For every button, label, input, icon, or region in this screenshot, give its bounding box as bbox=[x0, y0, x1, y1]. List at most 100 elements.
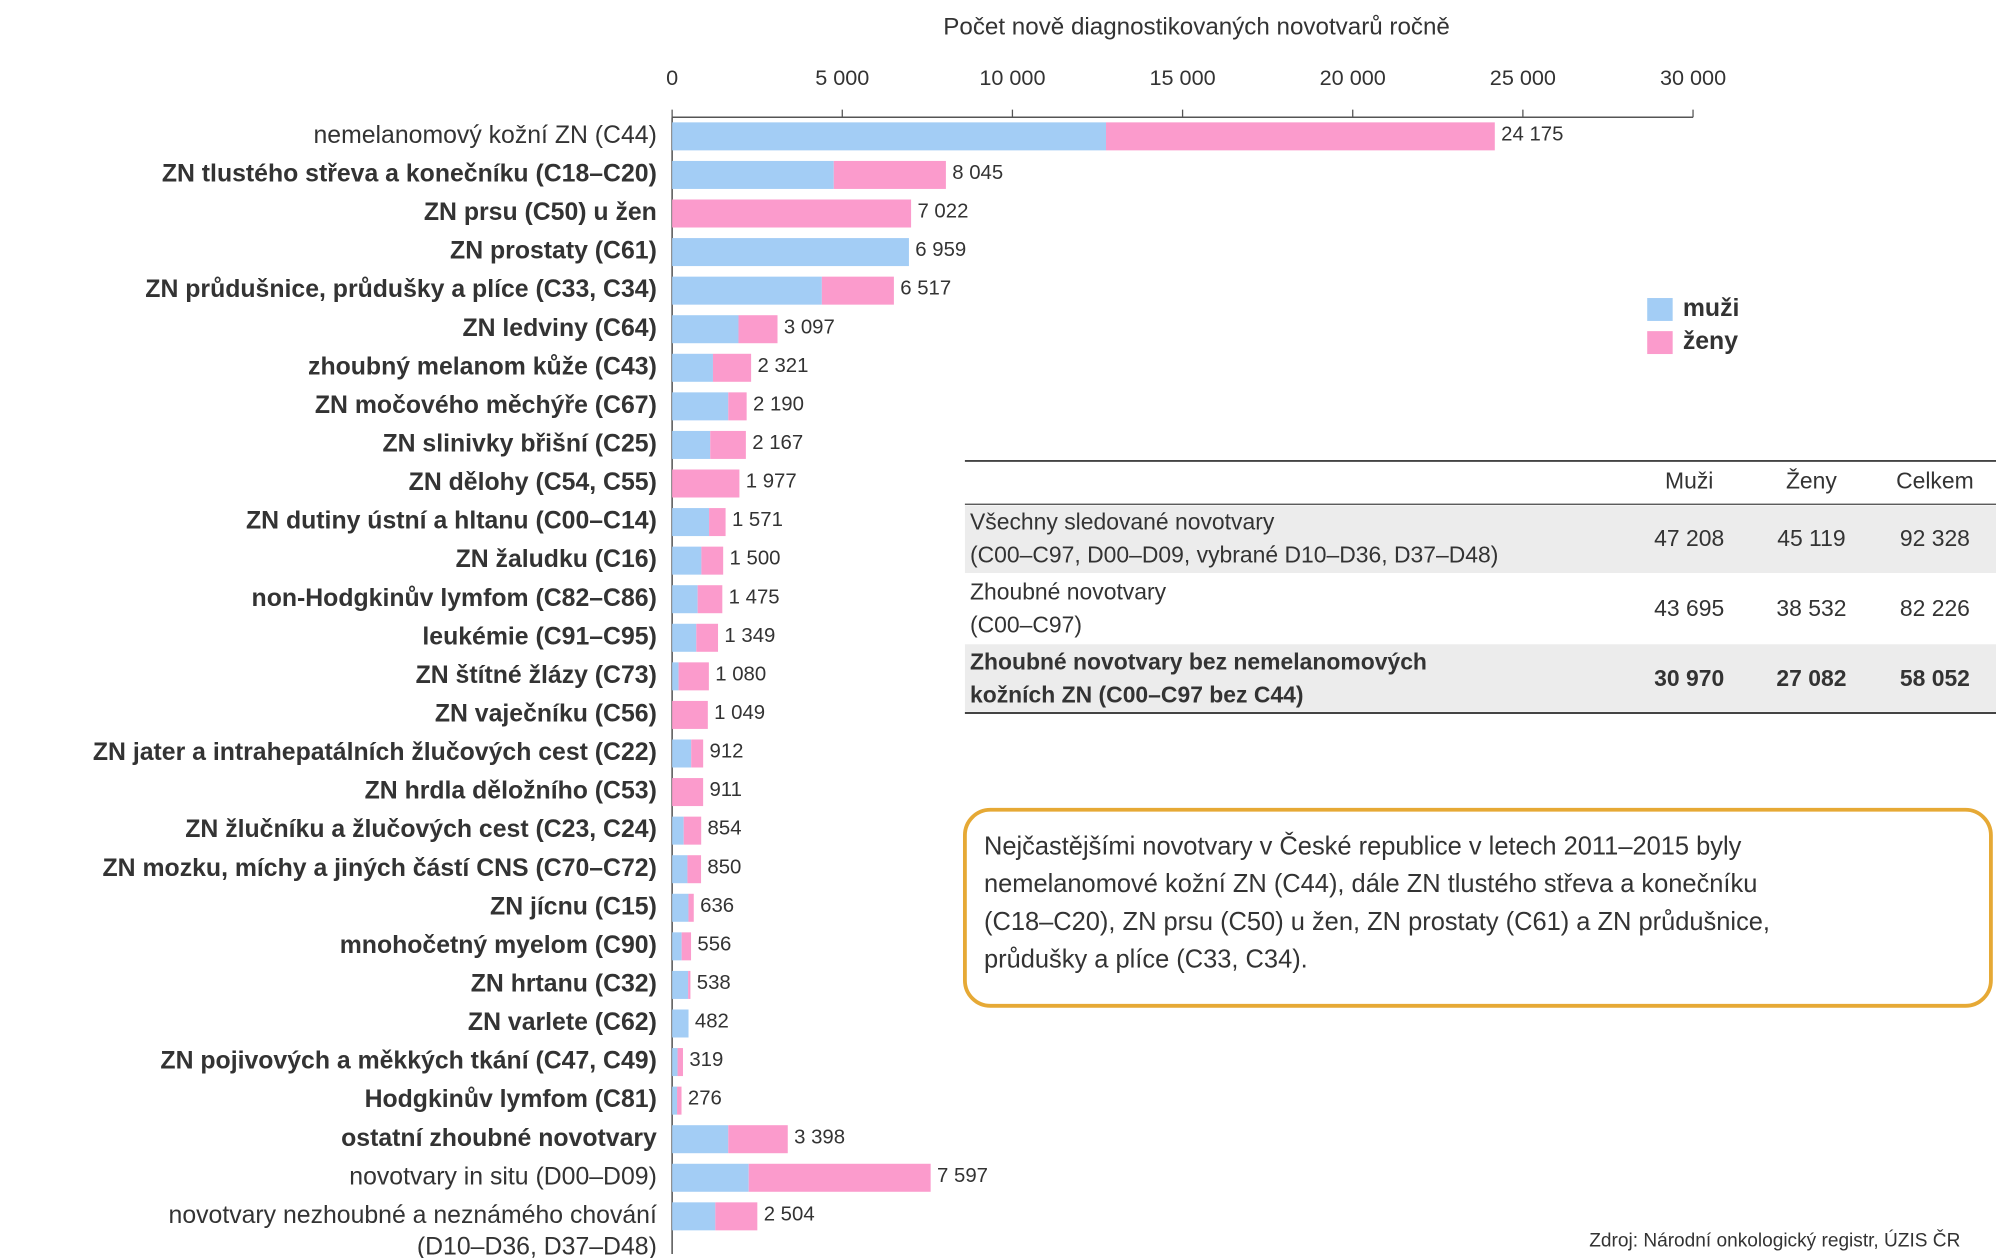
value-label: 1 349 bbox=[724, 625, 775, 647]
note-box bbox=[962, 807, 1993, 1008]
y-tick-label: ZN močového měchýře (C67) bbox=[315, 392, 657, 419]
value-label: 1 977 bbox=[746, 471, 797, 493]
bar-segment bbox=[687, 855, 702, 884]
table-cell: 47 208 bbox=[1654, 525, 1724, 551]
y-tick-label: ZN žlučníku a žlučových cest (C23, C24) bbox=[185, 816, 657, 843]
legend-swatch bbox=[1647, 331, 1673, 355]
y-tick-label: ZN ledviny (C64) bbox=[462, 315, 656, 342]
note-line: Nejčastějšími novotvary v České republic… bbox=[984, 832, 1742, 861]
bar-segment bbox=[681, 932, 692, 961]
y-tick-label: ZN prsu (C50) u žen bbox=[424, 199, 657, 226]
value-label: 1 571 bbox=[732, 509, 783, 531]
y-tick-label: novotvary nezhoubné a neznámého chování bbox=[169, 1202, 657, 1229]
value-label: 6 959 bbox=[915, 239, 966, 261]
bar-segment bbox=[672, 816, 684, 845]
table-cell: 27 082 bbox=[1776, 665, 1846, 691]
bar-segment bbox=[672, 1202, 716, 1231]
bar-segment bbox=[672, 160, 834, 189]
value-label: 8 045 bbox=[952, 162, 1003, 184]
table-row-label: (C00–C97) bbox=[970, 612, 1082, 638]
table-cell: 82 226 bbox=[1900, 595, 1970, 621]
axis-title: Počet nově diagnostikovaných novotvarů r… bbox=[943, 14, 1450, 41]
y-tick-label: zhoubný melanom kůže (C43) bbox=[308, 353, 657, 380]
y-tick-label: ZN žaludku (C16) bbox=[456, 546, 657, 573]
y-tick-label: ZN slinivky břišní (C25) bbox=[382, 430, 656, 457]
table-row-label: kožních ZN (C00–C97 bez C44) bbox=[970, 682, 1304, 708]
bar-segment bbox=[709, 508, 726, 537]
bar-segment bbox=[728, 392, 747, 421]
y-tick-label: ZN průdušnice, průdušky a plíce (C33, C3… bbox=[145, 276, 657, 303]
y-tick-label: leukémie (C91–C95) bbox=[422, 623, 656, 650]
bar-segment bbox=[672, 1048, 678, 1077]
y-tick-label: ZN vaječníku (C56) bbox=[435, 700, 657, 727]
y-tick-label: (D10–D36, D37–D48) bbox=[417, 1234, 657, 1258]
y-tick-label: ZN jater a intrahepatálních žlučových ce… bbox=[93, 739, 657, 766]
table-header: Muži bbox=[1665, 468, 1713, 494]
table-cell: 92 328 bbox=[1900, 525, 1970, 551]
value-label: 538 bbox=[697, 972, 731, 994]
value-label: 2 504 bbox=[764, 1203, 815, 1225]
value-label: 2 167 bbox=[752, 432, 803, 454]
y-tick-label: non-Hodgkinův lymfom (C82–C86) bbox=[252, 585, 657, 612]
y-tick-label: ZN štítné žlázy (C73) bbox=[416, 662, 657, 689]
y-tick-label: ZN hrtanu (C32) bbox=[471, 970, 657, 997]
x-tick-label: 10 000 bbox=[979, 65, 1045, 90]
value-label: 2 321 bbox=[757, 355, 808, 377]
table-header: Ženy bbox=[1786, 468, 1837, 494]
x-tick-label: 5 000 bbox=[815, 65, 869, 90]
table-row-label: (C00–C97, D00–D09, vybrané D10–D36, D37–… bbox=[970, 541, 1498, 567]
value-label: 2 190 bbox=[753, 393, 804, 415]
legend-label: muži bbox=[1683, 295, 1740, 322]
value-label: 6 517 bbox=[900, 278, 951, 300]
y-tick-label: ZN prostaty (C61) bbox=[450, 238, 657, 265]
source: Zdroj: Národní onkologický registr, ÚZIS… bbox=[1589, 1229, 1960, 1251]
bar-segment bbox=[1106, 122, 1495, 151]
table-row-label: Zhoubné novotvary bez nemelanomových bbox=[970, 648, 1427, 674]
table-cell: 43 695 bbox=[1654, 595, 1724, 621]
bar-segment bbox=[683, 816, 702, 845]
x-tick-label: 0 bbox=[666, 65, 678, 90]
bar-segment bbox=[678, 662, 709, 691]
bar-segment bbox=[672, 315, 739, 344]
x-tick-label: 25 000 bbox=[1490, 65, 1556, 90]
bar-segment bbox=[672, 662, 679, 691]
bar-segment bbox=[672, 353, 713, 382]
bar-segment bbox=[672, 546, 702, 575]
y-tick-label: ZN dutiny ústní a hltanu (C00–C14) bbox=[246, 508, 657, 535]
bar-segment bbox=[672, 238, 909, 267]
y-tick-label: ZN varlete (C62) bbox=[468, 1009, 657, 1036]
table-header: Celkem bbox=[1896, 468, 1974, 494]
value-label: 854 bbox=[708, 818, 742, 840]
bar-segment bbox=[677, 1048, 683, 1077]
bar-segment bbox=[672, 430, 711, 459]
bar-segment bbox=[728, 1125, 788, 1154]
bar-segment bbox=[672, 932, 682, 961]
value-label: 556 bbox=[697, 933, 731, 955]
bar-segment bbox=[672, 623, 697, 652]
value-label: 482 bbox=[695, 1011, 729, 1033]
table-cell: 58 052 bbox=[1900, 665, 1970, 691]
bar-segment bbox=[688, 970, 691, 999]
bar-segment bbox=[672, 739, 692, 768]
note-line: průdušky a plíce (C33, C34). bbox=[984, 945, 1308, 973]
bar-segment bbox=[672, 469, 740, 498]
y-tick-label: nemelanomový kožní ZN (C44) bbox=[313, 122, 656, 149]
table-cell: 38 532 bbox=[1776, 595, 1846, 621]
x-tick-label: 15 000 bbox=[1150, 65, 1216, 90]
bar-segment bbox=[738, 315, 778, 344]
table-row-bg bbox=[964, 644, 1996, 712]
bar-segment bbox=[672, 1009, 689, 1038]
y-tick-label: ZN hrdla děložního (C53) bbox=[365, 778, 657, 805]
x-tick-label: 30 000 bbox=[1660, 65, 1726, 90]
y-tick-label: novotvary in situ (D00–D09) bbox=[349, 1163, 657, 1190]
bar-segment bbox=[672, 1086, 678, 1115]
value-label: 1 049 bbox=[714, 702, 765, 724]
bar-segment bbox=[696, 623, 719, 652]
legend-label: ženy bbox=[1683, 328, 1738, 355]
value-label: 319 bbox=[689, 1049, 723, 1071]
bar-segment bbox=[701, 546, 724, 575]
value-label: 24 175 bbox=[1501, 123, 1563, 145]
table-cell: 45 119 bbox=[1777, 525, 1845, 551]
bar-segment bbox=[688, 893, 694, 922]
